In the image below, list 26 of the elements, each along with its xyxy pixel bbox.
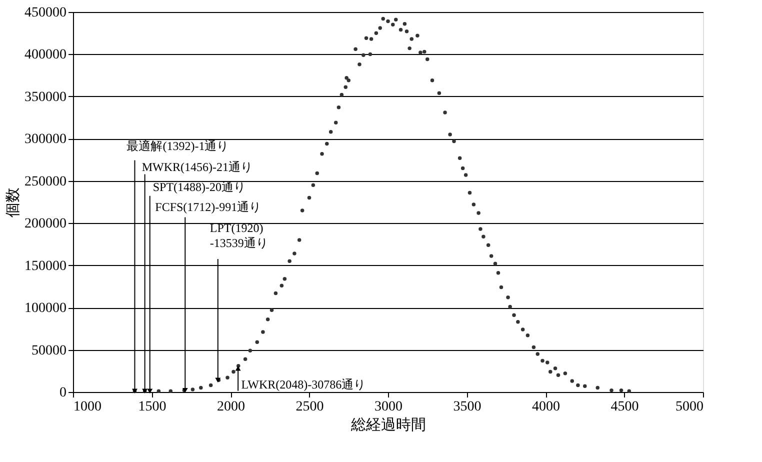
annotation: FCFS(1712)-991通り bbox=[155, 200, 262, 214]
annotation: LPT(1920) -13539通り bbox=[210, 220, 268, 250]
x-tick-label: 3500 bbox=[453, 400, 482, 414]
y-tick-label: 400000 bbox=[24, 48, 66, 63]
x-tick-label: 4500 bbox=[610, 400, 639, 414]
y-axis-title: 個数 bbox=[6, 188, 22, 218]
x-tick-label: 2500 bbox=[296, 400, 324, 414]
annotation: 最適解(1392)-1通り bbox=[126, 139, 229, 154]
y-tick-label: 450000 bbox=[24, 6, 66, 20]
annotation: LWKR(2048)-30786通り bbox=[241, 377, 366, 392]
y-tick-label: 200000 bbox=[24, 216, 66, 232]
y-tick-label: 300000 bbox=[24, 132, 66, 148]
y-tick-label: 150000 bbox=[24, 258, 66, 274]
x-tick-label: 1000 bbox=[74, 400, 102, 414]
annotation: MWKR(1456)-21通り bbox=[142, 160, 252, 174]
y-tick-label: 0 bbox=[60, 386, 66, 400]
y-tick-label: 100000 bbox=[24, 301, 66, 316]
y-tick-label: 50000 bbox=[32, 343, 66, 358]
x-tick-label: 4000 bbox=[532, 400, 560, 414]
y-tick-label: 350000 bbox=[24, 90, 66, 105]
x-tick-label: 3000 bbox=[374, 400, 402, 414]
x-tick-label: 1500 bbox=[138, 400, 166, 414]
x-tick-label: 2000 bbox=[217, 400, 245, 414]
x-axis-title: 総経過時間 bbox=[350, 416, 426, 434]
y-tick-label: 250000 bbox=[24, 174, 66, 190]
x-tick-label: 5000 bbox=[676, 400, 704, 414]
